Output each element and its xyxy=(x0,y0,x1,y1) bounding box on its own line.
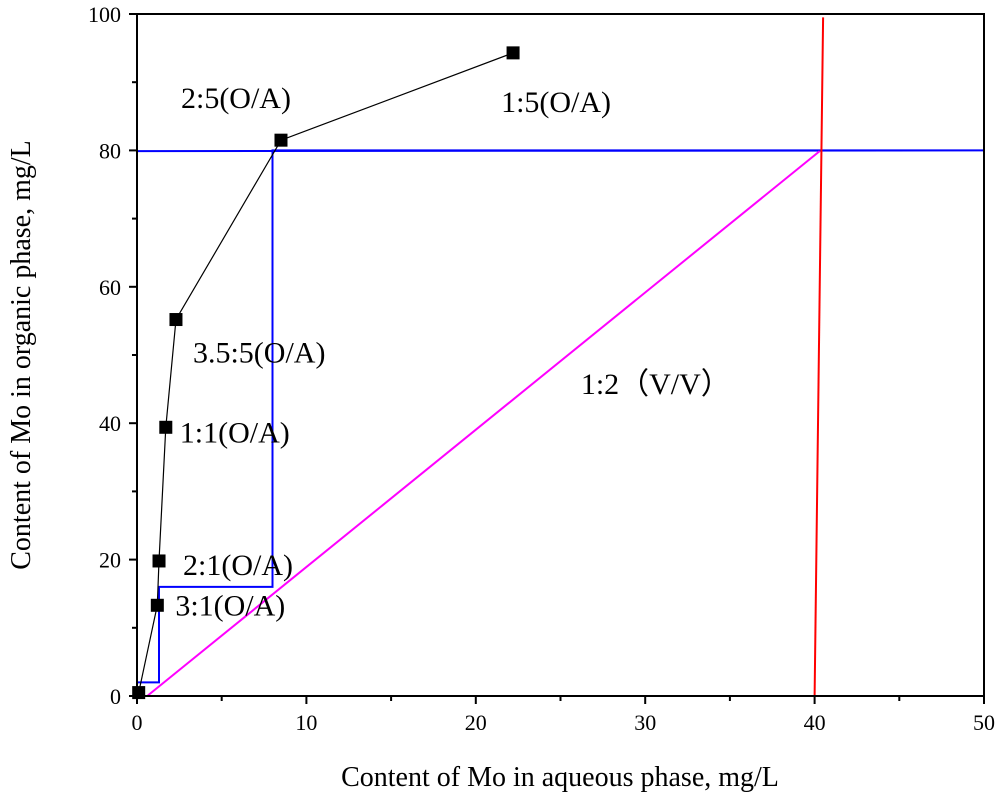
y-axis-title: Content of Mo in organic phase, mg/L xyxy=(6,140,37,570)
data-point-marker xyxy=(506,46,520,60)
y-tick-label: 0 xyxy=(110,684,121,709)
point-label: 1:1(O/A) xyxy=(180,416,290,449)
x-tick-label: 40 xyxy=(804,710,826,735)
y-axis: 0 20 40 60 80 100 xyxy=(88,2,137,709)
x-tick-label: 50 xyxy=(973,710,995,735)
point-label: 3:1(O/A) xyxy=(175,589,285,622)
y-tick-label: 80 xyxy=(99,138,121,163)
point-label: 1:5(O/A) xyxy=(501,86,611,119)
point-label: 2:1(O/A) xyxy=(183,549,293,582)
data-point-marker xyxy=(169,313,183,327)
x-tick-label: 0 xyxy=(132,710,143,735)
point-label: 3.5:5(O/A) xyxy=(193,337,325,370)
y-tick-label: 20 xyxy=(99,548,121,573)
data-point-marker xyxy=(150,598,164,612)
data-point-marker xyxy=(132,686,146,700)
operating-line xyxy=(146,150,821,697)
x-axis-title: Content of Mo in aqueous phase, mg/L xyxy=(341,762,779,793)
operating-line-label: 1:2（V/V） xyxy=(581,368,731,401)
y-tick-label: 40 xyxy=(99,411,121,436)
point-labels: 3:1(O/A) 2:1(O/A) 1:1(O/A) 3.5:5(O/A) 2:5(O/… xyxy=(175,82,731,622)
x-tick-label: 20 xyxy=(465,710,487,735)
data-point-marker xyxy=(274,133,288,147)
x-tick-label: 30 xyxy=(634,710,656,735)
y-tick-label: 100 xyxy=(88,2,121,27)
point-label: 2:5(O/A) xyxy=(181,82,291,115)
x-tick-label: 10 xyxy=(295,710,317,735)
y-tick-label: 60 xyxy=(99,275,121,300)
x-axis: 0 10 20 30 40 50 xyxy=(132,696,995,735)
data-point-marker xyxy=(159,420,173,434)
feed-line xyxy=(813,17,825,697)
data-point-marker xyxy=(152,554,166,568)
